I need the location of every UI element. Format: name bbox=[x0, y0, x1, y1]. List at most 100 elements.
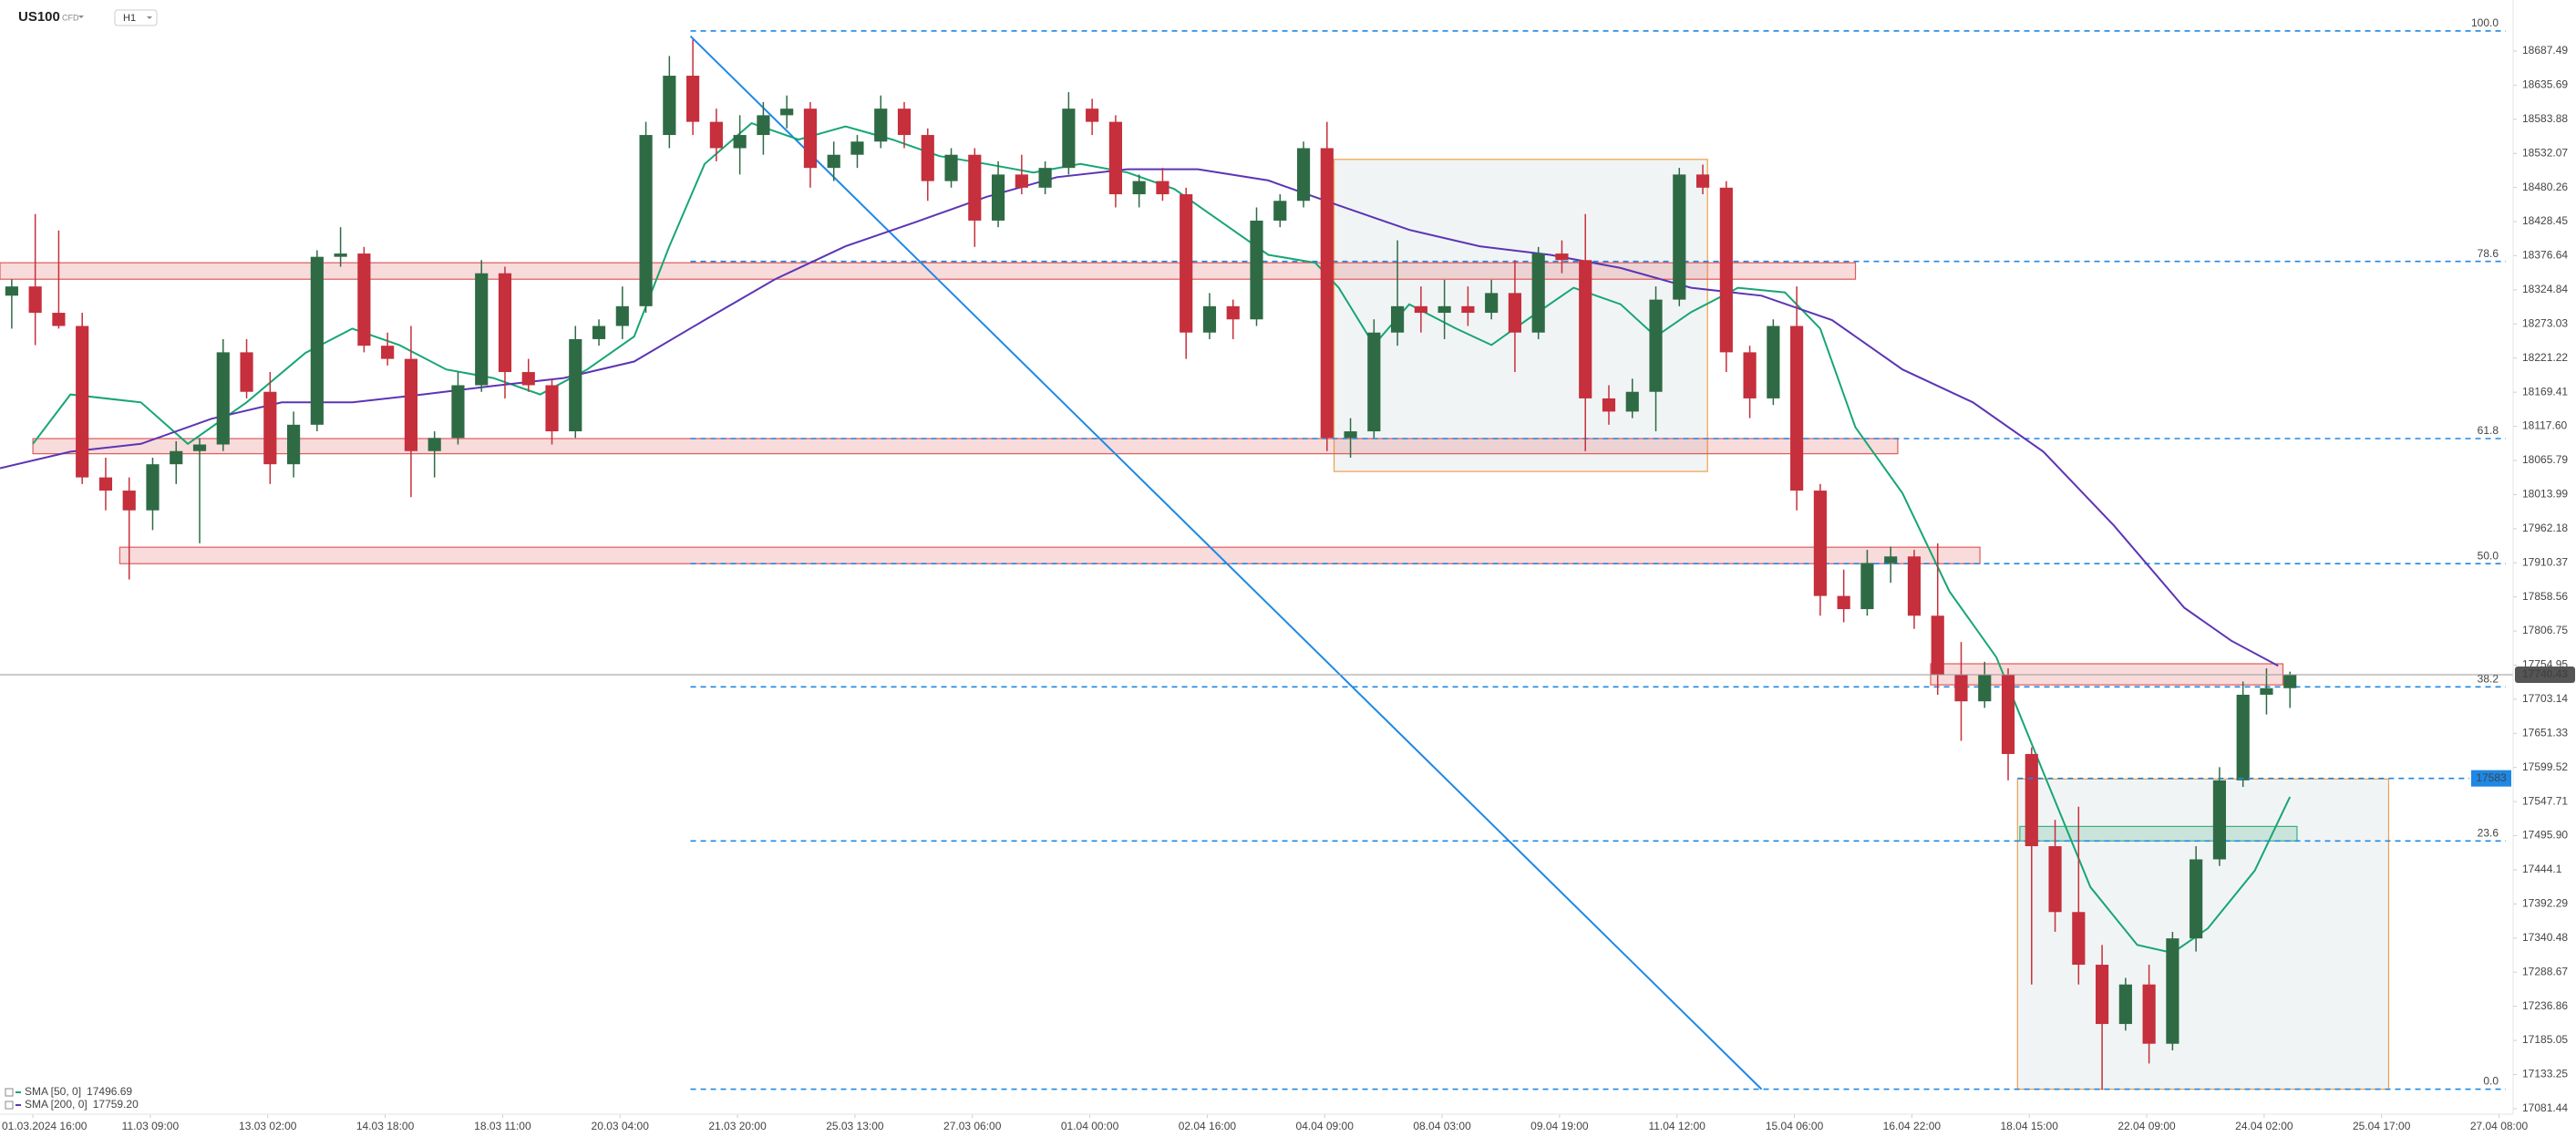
x-tick-label: 16.04 22:00 bbox=[1883, 1120, 1942, 1132]
candle-body bbox=[1555, 253, 1569, 261]
candle-body bbox=[2096, 965, 2109, 1025]
candle-body bbox=[310, 256, 324, 425]
candle-body bbox=[1414, 305, 1427, 314]
candle-body bbox=[1108, 121, 1122, 195]
x-tick-label: 09.04 19:00 bbox=[1530, 1120, 1589, 1132]
candle-body bbox=[1250, 220, 1263, 320]
legend-icon[interactable] bbox=[5, 1088, 14, 1097]
x-tick-label: 01.04 00:00 bbox=[1061, 1120, 1119, 1132]
candle-body bbox=[428, 438, 441, 451]
candle-body bbox=[1837, 595, 1850, 610]
candle-body bbox=[1508, 293, 1522, 333]
order-label: 17583 bbox=[2476, 771, 2507, 784]
candle-body bbox=[521, 372, 535, 386]
timeframe[interactable]: H1 bbox=[123, 13, 136, 24]
candle-body bbox=[122, 491, 136, 511]
candle-body bbox=[827, 154, 840, 169]
y-tick-label: 18065.79 bbox=[2522, 453, 2568, 466]
y-tick-label: 17547.71 bbox=[2522, 794, 2568, 807]
symbol[interactable]: US100 bbox=[18, 9, 60, 25]
fib-label: 78.6 bbox=[2478, 247, 2499, 260]
last-price-tag bbox=[2515, 666, 2575, 683]
candle-body bbox=[1296, 148, 1311, 202]
candle-body bbox=[780, 109, 794, 116]
sma-line bbox=[32, 121, 2292, 955]
candle-body bbox=[170, 450, 183, 465]
candle-body bbox=[2025, 753, 2038, 847]
y-tick-label: 17910.37 bbox=[2522, 555, 2568, 568]
candle-body bbox=[2142, 984, 2156, 1044]
candle-body bbox=[1015, 174, 1028, 188]
candle-body bbox=[263, 391, 277, 465]
x-tick-label: 11.04 12:00 bbox=[1648, 1120, 1705, 1132]
candle-body bbox=[475, 273, 489, 386]
price-zone bbox=[2019, 825, 2298, 842]
symbol-dropdown-caret[interactable] bbox=[78, 16, 84, 18]
y-tick-label: 18480.26 bbox=[2522, 181, 2568, 193]
timeframe-button[interactable] bbox=[114, 9, 158, 26]
candle-body bbox=[1344, 431, 1357, 439]
y-tick-label: 18013.99 bbox=[2522, 488, 2568, 501]
candle-body bbox=[1437, 305, 1451, 314]
x-tick-label: 01.03.2024 16:00 bbox=[2, 1120, 88, 1132]
candle-body bbox=[451, 385, 465, 439]
candle-body bbox=[2190, 859, 2203, 939]
candle-body bbox=[1391, 305, 1405, 333]
candle-body bbox=[803, 109, 818, 169]
x-tick-label: 02.04 16:00 bbox=[1179, 1120, 1237, 1132]
x-tick-label: 24.04 02:00 bbox=[2235, 1120, 2293, 1132]
candle-body bbox=[286, 424, 301, 465]
x-tick-label: 18.04 15:00 bbox=[2001, 1120, 2059, 1132]
y-tick-label: 17495.90 bbox=[2522, 829, 2568, 842]
y-tick-label: 17288.67 bbox=[2522, 965, 2568, 977]
fib-label: 50.0 bbox=[2478, 549, 2499, 562]
candle-body bbox=[733, 135, 747, 149]
trend-line bbox=[689, 35, 1763, 1090]
last-price-label: 17740.43 bbox=[2522, 667, 2568, 680]
y-tick-label: 17858.56 bbox=[2522, 590, 2568, 603]
plot-layers: 100.0 78.6 61.8 50.0 38.2 23.6 0.0 18687.49 1863… bbox=[0, 16, 2575, 1132]
candle-body bbox=[757, 115, 770, 136]
candle-body bbox=[1860, 563, 1874, 610]
y-tick-label: 17651.33 bbox=[2522, 726, 2568, 739]
symbol-type: CFD bbox=[62, 13, 79, 22]
y-tick-label: 17962.18 bbox=[2522, 522, 2568, 534]
y-tick-label: 18169.41 bbox=[2522, 385, 2568, 398]
fib-label: 38.2 bbox=[2478, 672, 2499, 685]
y-tick-label: 18221.22 bbox=[2522, 351, 2568, 364]
candle-body bbox=[2001, 675, 2015, 754]
candle-body bbox=[874, 109, 888, 142]
y-tick-label: 18532.07 bbox=[2522, 146, 2568, 159]
candle-body bbox=[5, 286, 18, 296]
candle-body bbox=[1485, 293, 1499, 314]
y-tick-label: 17806.75 bbox=[2522, 624, 2568, 636]
x-tick-label: 11.03 09:00 bbox=[122, 1120, 180, 1132]
x-tick-label: 14.03 18:00 bbox=[356, 1120, 415, 1132]
y-tick-label: 17185.05 bbox=[2522, 1033, 2568, 1046]
candle-body bbox=[1579, 260, 1592, 398]
candle-body bbox=[192, 444, 207, 451]
candle-body bbox=[404, 358, 417, 451]
candle-body bbox=[1320, 148, 1334, 439]
candle-body bbox=[1790, 326, 1804, 491]
candle-body bbox=[1531, 253, 1545, 333]
candle-body bbox=[1156, 181, 1170, 195]
candle-body bbox=[52, 313, 66, 326]
order-tag bbox=[2471, 770, 2511, 787]
candle-body bbox=[146, 464, 160, 511]
candle-body bbox=[2283, 675, 2297, 688]
y-tick-label: 18635.69 bbox=[2522, 78, 2568, 91]
candle-body bbox=[1907, 556, 1922, 616]
fib-label: 100.0 bbox=[2471, 16, 2499, 29]
candle-body bbox=[709, 121, 723, 149]
candle-body bbox=[240, 352, 253, 392]
x-tick-label: 21.03 20:00 bbox=[708, 1120, 767, 1132]
x-tick-label: 18.03 11:00 bbox=[474, 1120, 531, 1132]
timeframe-caret[interactable] bbox=[147, 16, 152, 19]
candle-body bbox=[1884, 556, 1898, 563]
y-tick-label: 17599.52 bbox=[2522, 760, 2568, 773]
candle-body bbox=[592, 326, 606, 339]
legend-icon[interactable] bbox=[5, 1101, 14, 1110]
candle-body bbox=[1673, 174, 1686, 300]
candle-body bbox=[1649, 299, 1663, 392]
